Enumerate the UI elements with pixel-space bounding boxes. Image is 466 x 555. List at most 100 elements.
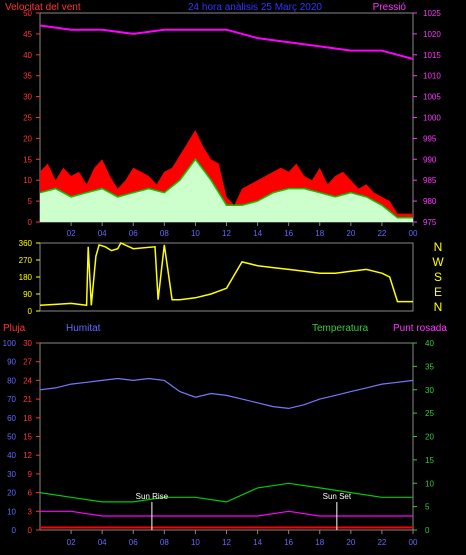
temperature-axis-label: Temperatura — [312, 323, 369, 334]
rain-axis-tick-label: 9 — [28, 470, 33, 479]
rain-axis-tick-label: 30 — [23, 339, 32, 348]
compass-label: N — [434, 240, 443, 254]
pressure-axis-tick-label: 1010 — [423, 72, 441, 81]
x-tick-label: 20 — [346, 229, 355, 238]
wind-direction-line — [39, 242, 413, 307]
pressure-axis-tick-label: 980 — [423, 197, 437, 206]
wind-axis-tick-label: 0 — [28, 218, 33, 227]
direction-axis-tick-label: 180 — [19, 273, 33, 282]
temp-axis-tick-label: 20 — [425, 433, 434, 442]
humidity-axis-tick-label: 70 — [7, 395, 16, 404]
x-tick-label-bottom: 08 — [160, 538, 169, 547]
humidity-axis-tick-label: 60 — [7, 414, 16, 423]
temp-axis-tick-label: 0 — [425, 526, 430, 535]
temperature-line — [39, 482, 413, 503]
rain-axis-tick-label: 24 — [23, 376, 32, 385]
rain-axis-tick-label: 27 — [23, 358, 32, 367]
humidity-axis-tick-label: 40 — [7, 451, 16, 460]
humidity-axis-tick-label: 30 — [7, 470, 16, 479]
temp-axis-tick-label: 30 — [425, 386, 434, 395]
direction-axis-tick-label: 360 — [19, 239, 33, 248]
pressure-axis-tick-label: 1020 — [423, 30, 441, 39]
x-tick-label: 06 — [129, 229, 138, 238]
x-tick-label: 08 — [160, 229, 169, 238]
x-tick-label: 18 — [315, 229, 324, 238]
pressure-axis-tick-label: 975 — [423, 218, 437, 227]
humidity-line — [39, 377, 414, 410]
direction-axis-tick-label: 0 — [28, 307, 33, 316]
wind-axis-tick-label: 5 — [28, 197, 33, 206]
sunrise-label: Sun Rise — [136, 492, 169, 501]
x-tick-label-bottom: 20 — [346, 538, 355, 547]
direction-axis-tick-label: 270 — [19, 256, 33, 265]
chart-title: 24 hora anàlisis 25 Març 2020 — [188, 2, 322, 13]
humidity-axis-tick-label: 20 — [7, 489, 16, 498]
wind-axis-tick-label: 30 — [23, 93, 32, 102]
x-tick-label: 04 — [98, 229, 107, 238]
rain-axis-tick-label: 3 — [28, 507, 33, 516]
rain-axis-tick-label: 0 — [28, 526, 33, 535]
x-tick-label: 22 — [377, 229, 386, 238]
x-tick-label-bottom: 14 — [253, 538, 262, 547]
rain-axis-tick-label: 6 — [28, 489, 33, 498]
compass-label: E — [434, 285, 442, 299]
x-tick-label-bottom: 00 — [409, 538, 418, 547]
humidity-axis-tick-label: 100 — [3, 339, 17, 348]
compass-label: N — [434, 300, 443, 314]
x-tick-label-bottom: 18 — [315, 538, 324, 547]
humidity-axis-tick-label: 90 — [7, 358, 16, 367]
x-tick-label-bottom: 02 — [67, 538, 76, 547]
temp-axis-tick-label: 15 — [425, 456, 434, 465]
pressure-axis-tick-label: 1015 — [423, 51, 441, 60]
wind-min-area — [40, 159, 413, 222]
direction-panel-frame — [39, 242, 414, 312]
wind-axis-tick-label: 35 — [23, 72, 32, 81]
x-tick-label: 10 — [191, 229, 200, 238]
x-tick-label-bottom: 12 — [222, 538, 231, 547]
direction-axis-tick-label: 90 — [23, 290, 32, 299]
wind-axis-label: Velocitat del vent — [5, 2, 81, 13]
humidity-axis-tick-label: 10 — [7, 507, 16, 516]
rain-axis-label: Pluja — [3, 323, 26, 334]
pressure-line — [39, 24, 414, 60]
pressure-axis-tick-label: 990 — [423, 155, 437, 164]
x-tick-label: 16 — [284, 229, 293, 238]
sunset-label: Sun Set — [323, 492, 352, 501]
temp-axis-tick-label: 5 — [425, 503, 430, 512]
x-tick-label-bottom: 04 — [98, 538, 107, 547]
compass-label: W — [432, 255, 444, 269]
humidity-axis-tick-label: 50 — [7, 433, 16, 442]
humidity-axis-tick-label: 80 — [7, 376, 16, 385]
temp-axis-tick-label: 25 — [425, 409, 434, 418]
x-tick-label: 12 — [222, 229, 231, 238]
humidity-axis-label: Humitat — [66, 323, 101, 334]
rain-axis-tick-label: 21 — [23, 395, 32, 404]
x-tick-label: 00 — [409, 229, 418, 238]
wind-axis-tick-label: 40 — [23, 51, 32, 60]
pressure-axis-label: Pressió — [373, 2, 407, 13]
pressure-axis-tick-label: 1000 — [423, 114, 441, 123]
x-tick-label-bottom: 22 — [377, 538, 386, 547]
x-tick-label: 14 — [253, 229, 262, 238]
dewpoint-axis-label: Punt rosada — [393, 323, 447, 334]
rain-axis-tick-label: 18 — [23, 414, 32, 423]
pressure-axis-tick-label: 1005 — [423, 93, 441, 102]
wind-avg-line — [39, 158, 413, 219]
wind-axis-tick-label: 10 — [23, 176, 32, 185]
temp-axis-tick-label: 10 — [425, 479, 434, 488]
x-tick-label: 02 — [67, 229, 76, 238]
pressure-axis-tick-label: 985 — [423, 176, 437, 185]
dewpoint-line — [40, 510, 413, 517]
wind-axis-tick-label: 15 — [23, 155, 32, 164]
x-tick-label-bottom: 06 — [129, 538, 138, 547]
x-tick-label-bottom: 16 — [284, 538, 293, 547]
wind-axis-tick-label: 50 — [23, 9, 32, 18]
wind-axis-tick-label: 20 — [23, 134, 32, 143]
humidity-axis-tick-label: 0 — [12, 526, 17, 535]
compass-label: S — [434, 270, 442, 284]
x-tick-label-bottom: 10 — [191, 538, 200, 547]
temp-axis-tick-label: 40 — [425, 339, 434, 348]
rain-axis-tick-label: 15 — [23, 433, 32, 442]
